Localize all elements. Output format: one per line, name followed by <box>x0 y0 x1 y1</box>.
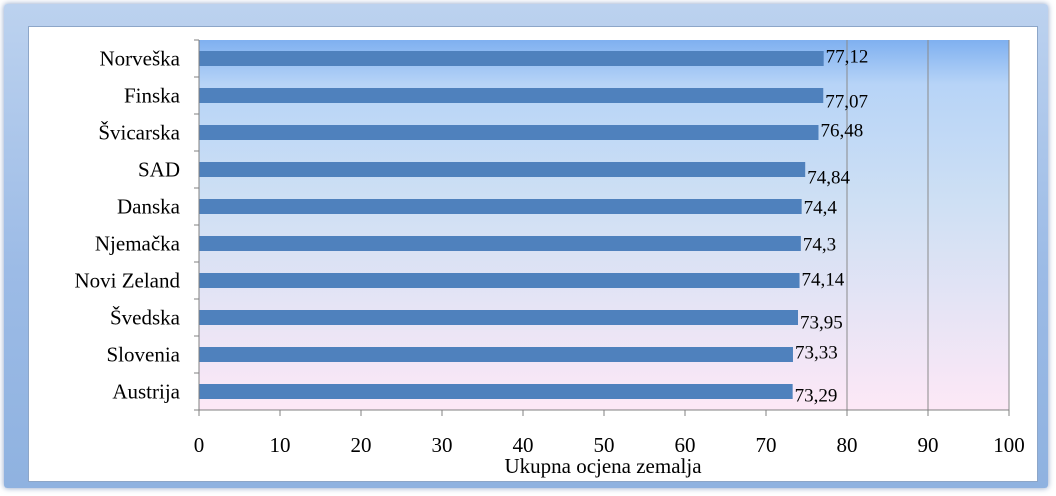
axes <box>194 39 1010 416</box>
data-label: 77,12 <box>826 47 869 68</box>
data-label: 74,3 <box>803 235 836 256</box>
bar-2 <box>199 125 819 140</box>
bar-3 <box>199 162 806 177</box>
bar-7 <box>199 310 798 325</box>
bar-1 <box>199 88 824 103</box>
x-tick-label: 40 <box>513 433 534 457</box>
data-label: 73,29 <box>795 386 838 407</box>
bar-0 <box>199 51 824 66</box>
x-tick-label: 90 <box>918 433 939 457</box>
x-tick-label: 70 <box>756 433 777 457</box>
x-axis-title: Ukupna ocjena zemalja <box>504 454 702 478</box>
category-label: Švedska <box>110 306 181 330</box>
data-label: 74,84 <box>807 168 850 189</box>
x-tick-label: 80 <box>837 433 858 457</box>
category-label: Norveška <box>100 47 181 71</box>
x-tick-label: 20 <box>351 433 372 457</box>
category-label: Njemačka <box>95 232 181 256</box>
data-label: 73,95 <box>800 313 843 334</box>
category-label: Austrija <box>112 380 180 404</box>
x-tick-label: 30 <box>432 433 453 457</box>
data-label: 73,33 <box>795 343 838 364</box>
category-label: Slovenia <box>107 343 181 367</box>
gridlines <box>846 40 1010 410</box>
bar-6 <box>199 273 800 288</box>
data-label: 74,14 <box>802 270 845 291</box>
bars <box>199 51 824 399</box>
data-label: 76,48 <box>820 121 863 142</box>
category-label: Novi Zeland <box>74 269 180 293</box>
bar-5 <box>199 236 801 251</box>
category-label: Danska <box>117 195 181 219</box>
x-tick-label: 60 <box>675 433 696 457</box>
data-label: 77,07 <box>825 92 868 113</box>
x-tick-label: 50 <box>594 433 615 457</box>
x-tick-label: 0 <box>194 433 205 457</box>
category-label: Finska <box>124 84 181 108</box>
bar-9 <box>199 384 793 399</box>
labels: Norveška 77,12 Finska 77,07 Švicarska 76,48 SA… <box>74 47 1024 458</box>
data-label: 74,4 <box>804 198 838 219</box>
bar-4 <box>199 199 802 214</box>
x-tick-label: 10 <box>270 433 291 457</box>
x-tick-label: 100 <box>993 433 1025 457</box>
bar-8 <box>199 347 793 362</box>
category-label: Švicarska <box>98 121 180 145</box>
category-label: SAD <box>138 158 180 182</box>
